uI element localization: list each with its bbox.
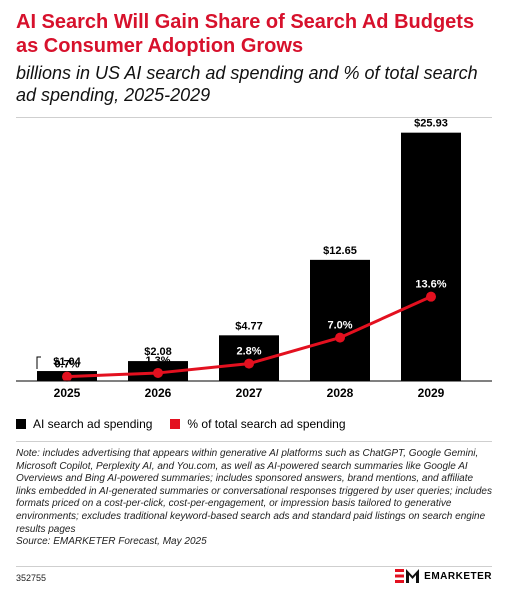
legend-item-line: % of total search ad spending: [170, 417, 346, 431]
share-point-2025: [62, 371, 72, 382]
brand: EMARKETER: [395, 569, 492, 583]
bar-value-label-2028: $12.65: [323, 245, 357, 257]
source-text: Source: EMARKETER Forecast, May 2025: [16, 536, 207, 548]
emarketer-logo-icon: [395, 569, 420, 583]
chart-title: AI Search Will Gain Share of Search Ad B…: [16, 11, 475, 57]
bar-value-label-2027: $4.77: [235, 320, 263, 332]
note-text: Note: includes advertising that appears …: [16, 448, 492, 535]
x-tick-label-2027: 2027: [236, 386, 263, 400]
brand-name: EMARKETER: [424, 570, 492, 582]
share-point-2027: [244, 358, 254, 369]
note-divider: [16, 441, 492, 442]
share-label-2025: 0.7%: [54, 359, 79, 371]
x-tick-label-2029: 2029: [418, 386, 445, 400]
bar-label-leader: [36, 356, 41, 370]
share-label-2028: 7.0%: [327, 320, 352, 332]
legend: AI search ad spending % of total search …: [16, 417, 364, 431]
share-point-2026: [153, 367, 163, 378]
bar-value-label-2025: $1.04: [53, 356, 81, 368]
ticks-group: 2025 2026 2027 2028 2029: [16, 380, 492, 400]
labels-group: $1.04 $2.08 $4.77 $12.65 $25.93 0.7% 1.3% 2.8% 7…: [36, 118, 448, 371]
x-tick-label-2025: 2025: [54, 386, 81, 400]
bar-2028: [310, 259, 370, 381]
chart-id: 352755: [16, 573, 47, 583]
share-label-2027: 2.8%: [236, 346, 261, 358]
legend-swatch-line: [170, 419, 181, 429]
share-label-2026: 1.3%: [145, 355, 170, 367]
line-group: [62, 291, 436, 382]
bar-value-label-2026: $2.08: [144, 346, 172, 358]
legend-label-bars: AI search ad spending: [33, 417, 153, 431]
bar-value-label-2029: $25.93: [414, 118, 448, 130]
top-divider: [16, 117, 492, 118]
share-point-2029: [426, 291, 436, 302]
footnote: Note: includes advertising that appears …: [16, 448, 494, 549]
bar-2029: [401, 132, 461, 381]
footer-divider: [16, 566, 492, 567]
chart-subtitle: billions in US AI search ad spending and…: [16, 63, 478, 105]
share-point-2028: [335, 332, 345, 343]
legend-label-line: % of total search ad spending: [187, 417, 346, 431]
x-tick-label-2026: 2026: [145, 386, 172, 400]
share-label-2029: 13.6%: [415, 279, 446, 291]
x-tick-label-2028: 2028: [327, 386, 354, 400]
bars-group: [37, 132, 461, 381]
chart-area: $1.04 $2.08 $4.77 $12.65 $25.93 0.7% 1.3% 2.8% 7…: [16, 118, 492, 400]
legend-item-bars: AI search ad spending: [16, 417, 152, 431]
legend-swatch-bars: [16, 419, 26, 429]
